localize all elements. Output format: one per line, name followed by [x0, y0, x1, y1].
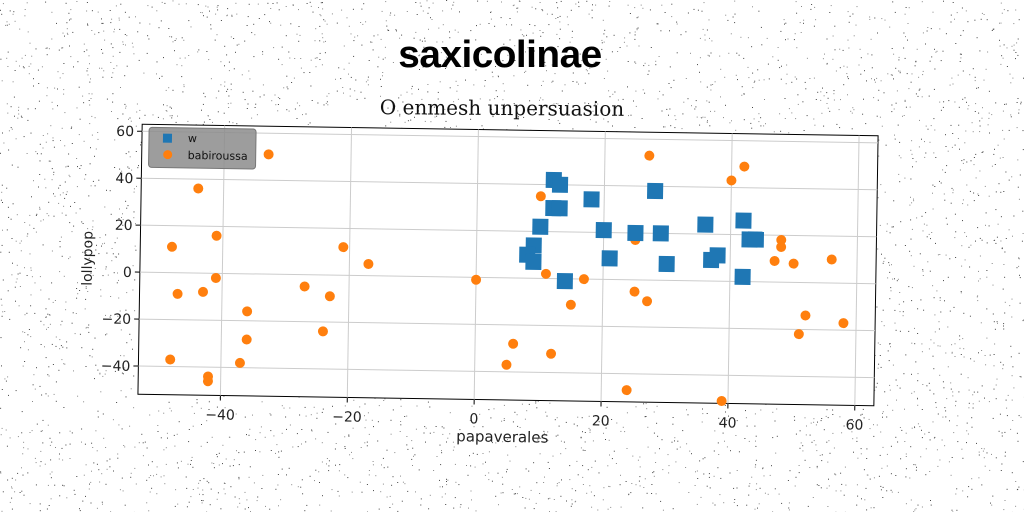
- legend-marker-w: [163, 134, 172, 143]
- x-tick-label: −40: [205, 407, 235, 423]
- point-w: [583, 191, 599, 207]
- y-tick-label: 0: [123, 265, 132, 281]
- legend-label-babiroussa: babiroussa: [188, 149, 248, 163]
- point-w: [653, 225, 669, 241]
- x-tick-label: 60: [845, 417, 863, 433]
- point-w: [552, 177, 568, 193]
- x-tick-label: −20: [332, 409, 362, 425]
- point-w: [532, 219, 548, 235]
- point-w: [552, 200, 568, 216]
- y-tick-label: 40: [115, 171, 133, 187]
- point-w: [734, 269, 750, 285]
- y-tick-label: 20: [115, 218, 133, 234]
- point-w: [659, 256, 675, 272]
- y-axis-label: lollypop: [80, 231, 97, 286]
- y-tick-label: −20: [101, 311, 131, 327]
- point-w: [735, 212, 751, 228]
- x-tick-label: 40: [719, 415, 737, 431]
- x-tick-label: 0: [469, 411, 478, 427]
- point-w: [596, 222, 612, 238]
- point-w: [627, 225, 643, 241]
- point-w: [647, 183, 663, 199]
- legend: w babiroussa: [149, 127, 257, 169]
- point-w: [748, 231, 764, 247]
- legend-label-w: w: [188, 132, 197, 145]
- y-axis-ticks: −40 −20 0 20 40 60: [101, 124, 142, 375]
- x-tick-label: 20: [592, 413, 610, 429]
- point-w: [697, 217, 713, 233]
- point-w: [557, 273, 573, 289]
- point-w: [525, 254, 541, 270]
- point-w: [602, 250, 618, 266]
- point-w: [709, 247, 725, 263]
- y-tick-label: −40: [101, 358, 131, 374]
- y-tick-label: 60: [116, 124, 134, 140]
- x-axis-label: papaverales: [456, 427, 549, 446]
